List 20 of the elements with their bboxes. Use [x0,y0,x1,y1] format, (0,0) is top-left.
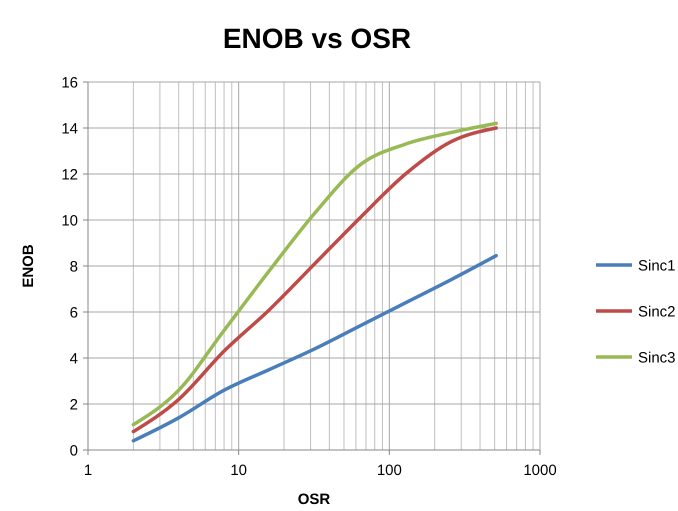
y-tick-label: 14 [61,120,78,138]
y-tick-label: 10 [61,212,78,230]
y-tick-label: 0 [70,442,78,460]
chart-title: ENOB vs OSR [222,23,412,54]
line-series [132,254,498,443]
x-axis-title: OSR [298,491,330,508]
legend-label: Sinc3 [638,349,676,366]
legend-label: Sinc1 [638,257,676,274]
y-tick-label: 16 [61,74,78,92]
x-tick-label: 100 [376,462,402,479]
y-tick-label: 12 [61,166,78,184]
y-axis-title: ENOB [20,244,37,288]
x-tick-label: 10 [230,462,248,479]
y-tick-label: 8 [70,258,78,276]
y-tick-label: 4 [70,350,78,368]
y-tick-label: 6 [70,304,78,322]
x-tick-label: 1000 [523,462,557,479]
legend-label: Sinc2 [638,303,676,320]
y-tick-label: 2 [70,396,78,414]
x-tick-label: 1 [84,462,92,479]
